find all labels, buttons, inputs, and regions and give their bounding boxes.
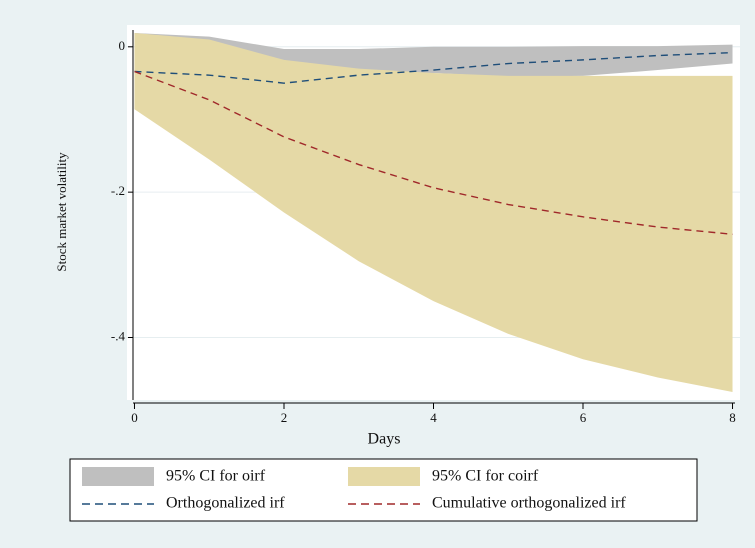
legend-swatch: [348, 467, 420, 486]
x-tick-label: 4: [430, 410, 437, 425]
x-tick-label: 6: [580, 410, 587, 425]
x-tick-label: 2: [281, 410, 288, 425]
legend: 95% CI for oirf 95% CI for coirf Orthogona…: [82, 467, 626, 512]
legend-label: 95% CI for coirf: [432, 468, 539, 485]
y-tick-label: -.2: [111, 183, 125, 198]
y-tick-label: -.4: [111, 328, 126, 343]
irf-line: [134, 51, 733, 84]
x-tick-label: 0: [131, 410, 138, 425]
ci-band: [134, 32, 733, 393]
y-axis-label: Stock market volatility: [54, 152, 69, 272]
y-tick-label: 0: [119, 38, 126, 53]
legend-label: 95% CI for oirf: [166, 468, 266, 485]
legend-label: Orthogonalized irf: [166, 495, 285, 512]
x-tick-label: 8: [729, 410, 736, 425]
legend-label: Cumulative orthogonalized irf: [432, 495, 626, 512]
legend-swatch: [82, 467, 154, 486]
x-axis-label: Days: [368, 431, 401, 448]
